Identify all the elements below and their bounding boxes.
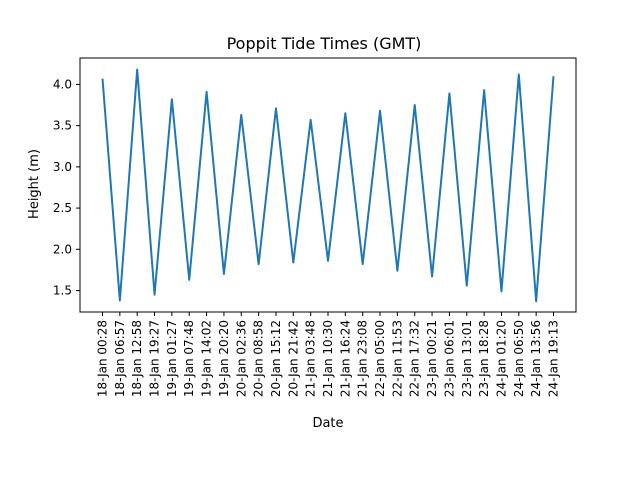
x-tick-label: 24-Jan 01:20 [494,320,508,397]
x-tick-label: 23-Jan 13:01 [460,320,474,397]
x-tick-label: 18-Jan 06:57 [113,320,127,397]
x-tick-label: 18-Jan 12:58 [130,320,144,397]
x-tick-label: 21-Jan 23:08 [356,320,370,397]
x-tick-label: 20-Jan 15:12 [269,320,283,397]
y-tick-label: 2.0 [53,242,72,256]
x-tick-label: 20-Jan 21:42 [286,320,300,397]
x-tick-label: 21-Jan 16:24 [338,320,352,397]
x-tick-label: 23-Jan 06:01 [442,320,456,397]
x-tick-label: 24-Jan 06:50 [512,320,526,397]
series-line-0 [101,68,555,303]
y-tick-label: 3.0 [53,160,72,174]
x-tick-label: 22-Jan 17:32 [408,320,422,397]
x-tick-label: 19-Jan 14:02 [200,320,214,397]
x-tick-label: 24-Jan 13:56 [529,320,543,397]
x-tick-label: 19-Jan 07:48 [182,320,196,397]
x-tick-label: 19-Jan 01:27 [165,320,179,397]
x-tick-label: 24-Jan 19:13 [547,320,561,397]
x-tick-label: 18-Jan 19:27 [148,320,162,397]
x-tick-label: 20-Jan 02:36 [234,320,248,397]
x-tick-label: 19-Jan 20:20 [217,320,231,397]
y-tick-label: 4.0 [53,77,72,91]
plot-frame [79,57,577,313]
x-axis-label: Date [312,416,343,431]
x-tick-label: 20-Jan 08:58 [252,320,266,397]
x-tick-label: 23-Jan 00:21 [425,320,439,397]
y-axis-label: Height (m) [27,149,42,219]
x-tick-label: 23-Jan 18:28 [477,320,491,397]
x-tick-label: 21-Jan 10:30 [321,320,335,397]
y-tick-label: 3.5 [53,119,72,133]
y-tick-label: 1.5 [53,284,72,298]
x-tick-label: 21-Jan 03:48 [304,320,318,397]
plot-area: 1.5 2.0 2.5 3.0 3.5 4.0 18-Jan 00:28 18-Jan 06:… [53,57,577,397]
x-tick-label: 18-Jan 00:28 [96,320,110,397]
x-tick-label: 22-Jan 11:53 [390,320,404,397]
x-tick-label: 22-Jan 05:00 [373,320,387,397]
y-tick-label: 2.5 [53,201,72,215]
chart-title: Poppit Tide Times (GMT) [227,34,422,53]
